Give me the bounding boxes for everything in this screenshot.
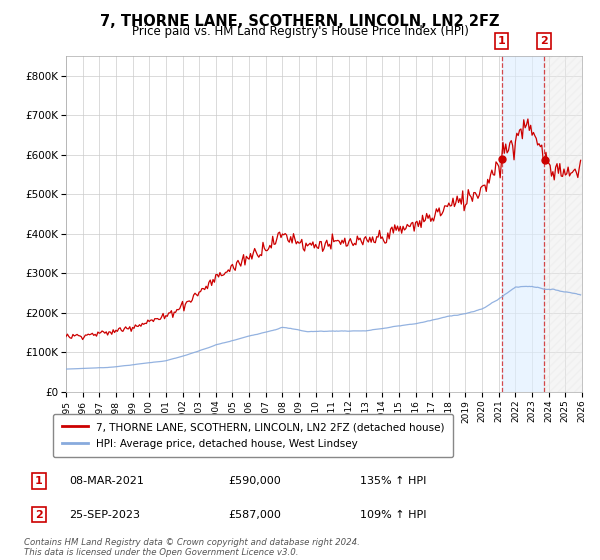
Text: 2: 2 (35, 510, 43, 520)
Bar (544, 56, 590, 392)
Text: 2: 2 (540, 36, 548, 46)
Text: Contains HM Land Registry data © Crown copyright and database right 2024.
This d: Contains HM Land Registry data © Crown c… (24, 538, 360, 557)
Text: 1: 1 (498, 36, 505, 46)
Text: 08-MAR-2021: 08-MAR-2021 (69, 476, 144, 486)
Text: 7, THORNE LANE, SCOTHERN, LINCOLN, LN2 2FZ: 7, THORNE LANE, SCOTHERN, LINCOLN, LN2 2… (100, 14, 500, 29)
Text: Price paid vs. HM Land Registry's House Price Index (HPI): Price paid vs. HM Land Registry's House … (131, 25, 469, 38)
Text: £590,000: £590,000 (228, 476, 281, 486)
Legend: 7, THORNE LANE, SCOTHERN, LINCOLN, LN2 2FZ (detached house), HPI: Average price,: 7, THORNE LANE, SCOTHERN, LINCOLN, LN2 2… (53, 414, 453, 457)
Text: 135% ↑ HPI: 135% ↑ HPI (360, 476, 427, 486)
Text: 109% ↑ HPI: 109% ↑ HPI (360, 510, 427, 520)
Bar (502, 56, 544, 392)
Text: 25-SEP-2023: 25-SEP-2023 (69, 510, 140, 520)
Text: £587,000: £587,000 (228, 510, 281, 520)
Text: 1: 1 (35, 476, 43, 486)
